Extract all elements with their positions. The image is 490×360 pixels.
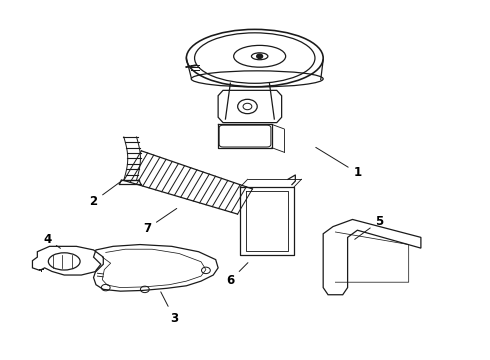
Text: 4: 4: [43, 233, 60, 248]
Text: 3: 3: [161, 292, 178, 325]
Text: 6: 6: [226, 263, 248, 287]
Text: 2: 2: [90, 180, 123, 208]
Text: 1: 1: [316, 147, 362, 179]
Text: 5: 5: [355, 215, 384, 239]
Circle shape: [257, 54, 263, 58]
Text: 7: 7: [143, 208, 177, 235]
